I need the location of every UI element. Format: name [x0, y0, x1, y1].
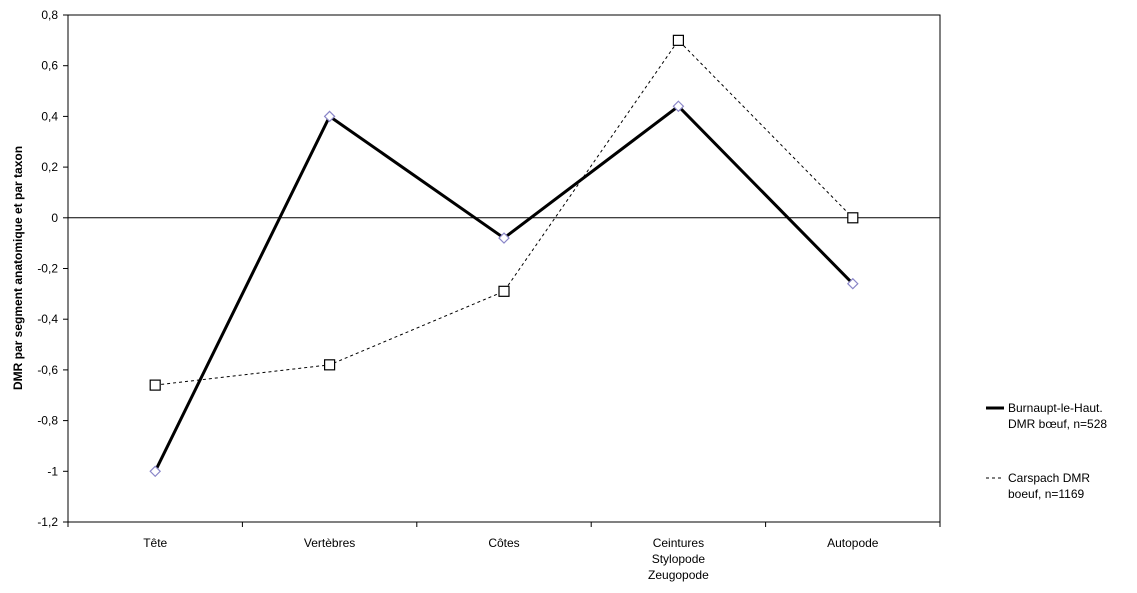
- legend-label-line: boeuf, n=1169: [1008, 487, 1085, 501]
- legend-label-line: Carspach DMR: [1008, 471, 1090, 485]
- x-tick-label: Tête: [143, 536, 167, 550]
- series-1-point: [149, 465, 162, 478]
- legend-label-line: Burnaupt-le-Haut.: [1008, 401, 1103, 415]
- x-tick-label: Ceintures Stylopode Zeugopode: [648, 536, 709, 582]
- x-tick-label-line: Autopode: [827, 536, 879, 550]
- y-axis-label: DMR par segment anatomique et par taxon: [11, 146, 25, 390]
- series-layer: [149, 34, 859, 478]
- series-1-point: [672, 100, 685, 113]
- series-2-point: [324, 359, 336, 371]
- y-tick-label: -0,8: [37, 414, 58, 428]
- y-tick-label: 0,2: [41, 160, 58, 174]
- x-tick-label-line: Stylopode: [652, 552, 706, 566]
- legend: Burnaupt-le-Haut. DMR bœuf, n=528 Carspach…: [986, 401, 1107, 501]
- y-axis: -1,2 -1 -0,8 -0,6 -0,4 -0,2 0 0,2 0,4 0,6 0,8: [37, 8, 68, 529]
- series-1-point: [323, 110, 336, 123]
- legend-label-2: Carspach DMR boeuf, n=1169: [1008, 471, 1090, 501]
- y-tick-label: 0,6: [41, 59, 58, 73]
- y-tick-label: 0,8: [41, 8, 58, 22]
- x-tick-label-line: Vertèbres: [304, 536, 355, 550]
- series-2-point: [847, 212, 859, 224]
- y-tick-label: -1: [47, 464, 58, 478]
- x-tick-label: Côtes: [488, 536, 519, 550]
- y-tick-label: -1,2: [37, 515, 58, 529]
- legend-label-1: Burnaupt-le-Haut. DMR bœuf, n=528: [1008, 401, 1107, 431]
- plot-frame: [67, 14, 941, 523]
- series-line-2: [155, 39, 854, 386]
- series-1-point: [498, 232, 510, 244]
- y-tick-label: 0: [51, 211, 58, 225]
- x-tick-label: Vertèbres: [304, 536, 355, 550]
- x-tick-label-line: Zeugopode: [648, 568, 709, 582]
- x-tick-label-line: Ceintures: [653, 536, 704, 550]
- y-tick-label: -0,2: [37, 262, 58, 276]
- y-tick-label: -0,4: [37, 312, 58, 326]
- y-tick-label: -0,6: [37, 363, 58, 377]
- x-tick-label-line: Côtes: [488, 536, 519, 550]
- x-axis: Tête Vertèbres Côtes Ceintures Stylopode Zeug…: [67, 522, 941, 582]
- series-2-point: [149, 379, 161, 391]
- y-tick-label: 0,4: [41, 109, 58, 123]
- series-1-point: [846, 277, 859, 290]
- series-2-point: [672, 34, 685, 46]
- x-tick-label: Autopode: [827, 536, 879, 550]
- legend-label-line: DMR bœuf, n=528: [1008, 417, 1107, 431]
- series-2-point: [498, 285, 510, 297]
- x-tick-label-line: Tête: [143, 536, 167, 550]
